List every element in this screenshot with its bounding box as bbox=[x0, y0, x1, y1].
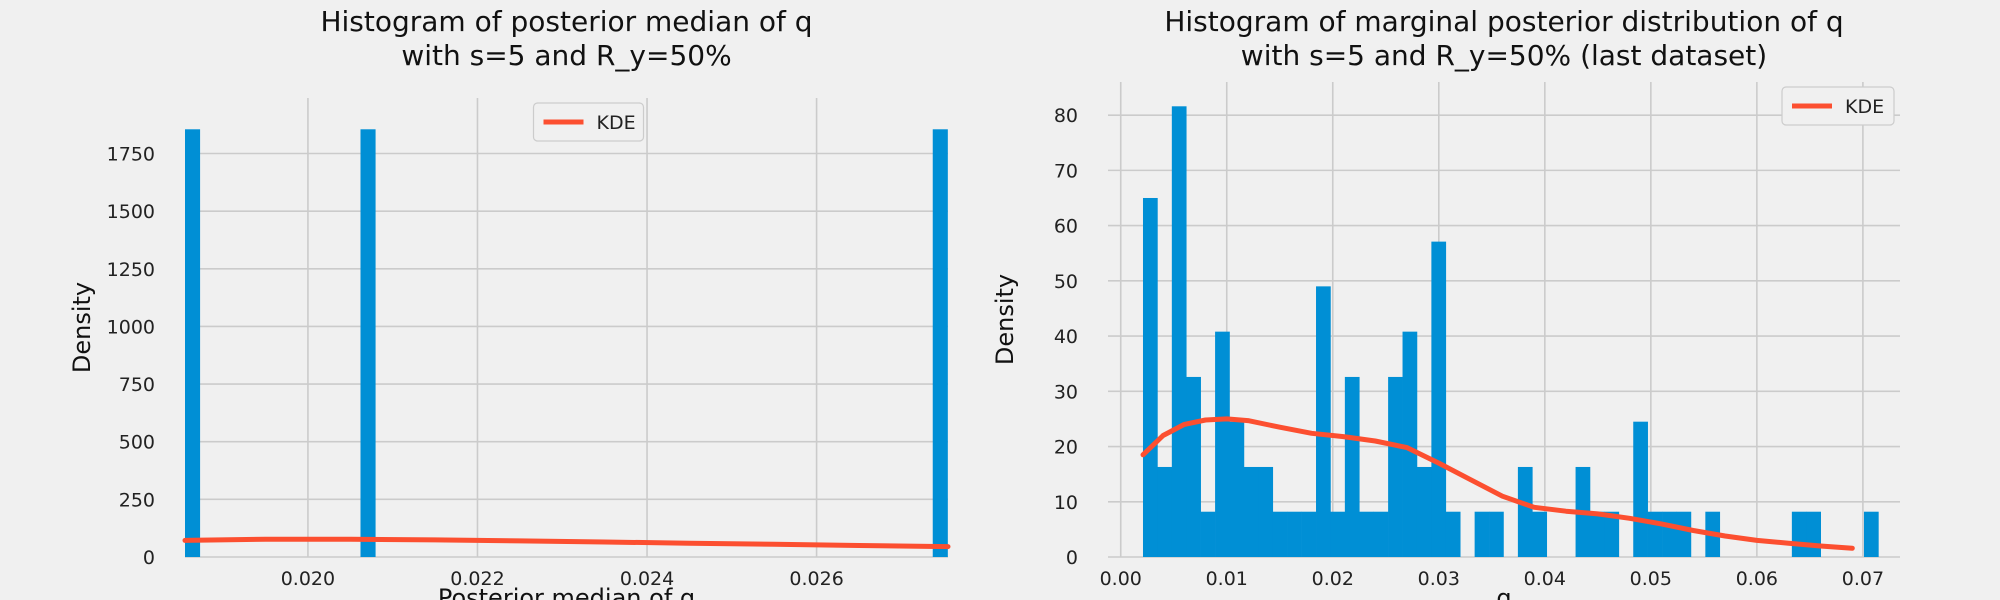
right-histogram-bar bbox=[1287, 511, 1302, 557]
left-histogram-bar bbox=[932, 129, 948, 558]
left-x-axis-label: Posterior median of q bbox=[438, 584, 695, 600]
right-histogram-bar bbox=[1373, 511, 1389, 557]
right-chart-title-line1: Histogram of marginal posterior distribu… bbox=[1164, 5, 1843, 38]
right-histogram-bar bbox=[1402, 331, 1418, 557]
right-histogram-bar bbox=[1647, 511, 1663, 557]
left-x-tick-label: 0.026 bbox=[789, 568, 843, 590]
right-histogram-bar bbox=[1532, 511, 1548, 557]
right-y-tick-label: 70 bbox=[1054, 160, 1078, 182]
right-histogram-bar bbox=[1806, 511, 1821, 557]
right-legend: KDE bbox=[1781, 86, 1895, 126]
right-chart: 0.00 0.01 0.02 0.03 0.04 0.05 0.06 0.07 0 10 20 30… bbox=[991, 5, 1900, 600]
left-x-tick-label: 0.024 bbox=[620, 568, 674, 590]
right-legend-kde-label: KDE bbox=[1845, 96, 1884, 118]
left-plot-area bbox=[185, 98, 948, 557]
left-y-axis-label: Density bbox=[68, 282, 96, 373]
right-histogram-bar bbox=[1157, 466, 1173, 557]
right-x-tick-label: 0.04 bbox=[1524, 568, 1566, 590]
right-histogram-bar bbox=[1142, 197, 1158, 557]
left-chart-title-line2: with s=5 and R_y=50% bbox=[401, 39, 731, 72]
right-histogram-bar bbox=[1662, 511, 1677, 557]
left-y-tick-label: 1500 bbox=[107, 201, 155, 223]
left-y-tick-label: 750 bbox=[119, 374, 155, 396]
right-histogram-bar bbox=[1489, 511, 1504, 557]
right-histogram-bar bbox=[1243, 466, 1259, 557]
left-y-tick-label: 1250 bbox=[107, 259, 155, 281]
right-histogram-bar bbox=[1388, 376, 1403, 557]
left-legend: KDE bbox=[532, 102, 645, 142]
right-x-axis-label: q bbox=[1496, 584, 1511, 600]
right-histogram-bar bbox=[1359, 511, 1374, 557]
right-histogram-bar bbox=[1416, 466, 1432, 557]
right-y-tick-label: 30 bbox=[1054, 381, 1078, 403]
right-histogram-bar bbox=[1344, 376, 1360, 557]
right-x-tick-label: 0.05 bbox=[1630, 568, 1672, 590]
right-histogram-bar bbox=[1229, 421, 1245, 557]
right-kde-line bbox=[1140, 416, 1855, 551]
right-histogram-bar bbox=[1431, 241, 1447, 558]
right-histogram-bar bbox=[1589, 511, 1605, 557]
right-x-tick-label: 0.02 bbox=[1312, 568, 1354, 590]
left-legend-box bbox=[532, 102, 645, 142]
right-histogram-bar bbox=[1171, 106, 1187, 558]
right-x-tick-label: 0.03 bbox=[1418, 568, 1460, 590]
right-histogram-bar bbox=[1633, 421, 1648, 557]
right-histogram-bar bbox=[1604, 511, 1620, 557]
left-histogram-bar bbox=[360, 129, 376, 558]
left-histogram-bar bbox=[185, 129, 201, 558]
right-histogram-bar bbox=[1330, 511, 1346, 557]
left-y-tick-label: 1750 bbox=[107, 144, 155, 166]
right-y-tick-label: 60 bbox=[1054, 216, 1078, 238]
left-x-tick-label: 0.022 bbox=[450, 568, 504, 590]
right-histogram-bar bbox=[1301, 511, 1317, 557]
right-y-axis-label: Density bbox=[991, 274, 1019, 365]
right-histogram-bar bbox=[1215, 331, 1230, 557]
right-y-tick-label: 80 bbox=[1054, 105, 1078, 127]
right-histogram-bar bbox=[1186, 376, 1201, 557]
right-histogram-bar bbox=[1272, 511, 1288, 557]
left-y-tick-label: 0 bbox=[143, 547, 155, 569]
right-chart-title-line2: with s=5 and R_y=50% (last dataset) bbox=[1241, 39, 1767, 72]
left-y-tick-label: 1000 bbox=[107, 316, 155, 338]
left-kde-line bbox=[182, 536, 951, 550]
left-legend-kde-label: KDE bbox=[597, 112, 636, 134]
right-histogram-bar bbox=[1445, 511, 1461, 557]
right-y-tick-label: 50 bbox=[1054, 271, 1078, 293]
right-histogram-bar bbox=[1474, 511, 1490, 557]
left-chart-title-line1: Histogram of posterior median of q bbox=[320, 5, 812, 38]
left-y-tick-label: 250 bbox=[119, 489, 155, 511]
right-x-tick-label: 0.07 bbox=[1842, 568, 1884, 590]
right-y-tick-label: 0 bbox=[1066, 547, 1078, 569]
right-x-tick-label: 0.06 bbox=[1736, 568, 1778, 590]
left-x-tick-label: 0.020 bbox=[281, 568, 335, 590]
right-histogram-bar bbox=[1200, 511, 1216, 557]
right-y-tick-label: 20 bbox=[1054, 437, 1078, 459]
right-histogram-bar bbox=[1676, 511, 1692, 557]
right-y-tick-label: 40 bbox=[1054, 326, 1078, 348]
right-histogram-bar bbox=[1316, 286, 1331, 557]
right-histogram-bar bbox=[1517, 466, 1533, 557]
right-histogram-bar bbox=[1863, 511, 1879, 557]
left-chart: 0.020 0.022 0.024 0.026 0 250 500 750 1000 1250 1… bbox=[68, 5, 951, 600]
right-y-tick-label: 10 bbox=[1054, 492, 1078, 514]
right-histogram-bar bbox=[1791, 511, 1807, 557]
left-y-tick-label: 500 bbox=[119, 432, 155, 454]
right-histogram-bar bbox=[1258, 466, 1274, 557]
right-x-tick-label: 0.00 bbox=[1100, 568, 1142, 590]
right-x-tick-label: 0.01 bbox=[1206, 568, 1248, 590]
right-legend-box bbox=[1781, 86, 1895, 126]
